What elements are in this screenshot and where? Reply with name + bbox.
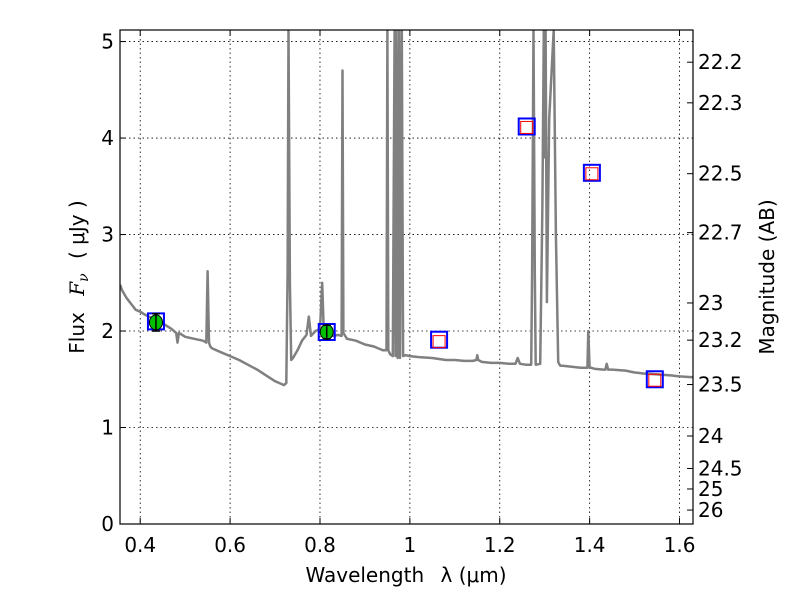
x-tick-labels: 0.4 0.6 0.8 1 1.2 1.4 1.6 <box>124 533 695 557</box>
y2-tick-label: 22.3 <box>698 91 743 115</box>
y2-tick-label: 22.2 <box>698 50 743 74</box>
y2-tick-label: 25 <box>698 477 723 501</box>
ticks <box>120 30 693 525</box>
y2-axis-title: Magnitude (AB) <box>755 199 779 354</box>
photometry-markers <box>146 117 664 389</box>
y2-tick-label: 23.2 <box>698 328 743 352</box>
y2-tick-label: 23.5 <box>698 373 743 397</box>
plot-frame <box>119 29 694 525</box>
y2-tick-label: 24.5 <box>698 456 743 480</box>
x-tick-label: 1.6 <box>664 533 696 557</box>
y2-tick-label: 23 <box>698 291 723 315</box>
x-axis-symbol: λ (μm) <box>441 563 507 587</box>
model-box-marker <box>582 163 601 182</box>
y2-tick-label: 22.5 <box>698 162 743 186</box>
y-tick-labels: 0 1 2 3 4 5 <box>101 30 114 536</box>
model-inner-marker <box>648 373 662 387</box>
y-tick-label: 4 <box>101 126 114 150</box>
model-inner-marker <box>520 120 534 134</box>
x-axis-title: Wavelength λ (μm) <box>305 563 506 587</box>
y2-tick-label: 24 <box>698 424 723 448</box>
y-axis-title: Flux Fν ( μJy ) <box>65 200 93 353</box>
x-tick-label: 0.6 <box>214 533 246 557</box>
x-tick-label: 1.2 <box>484 533 516 557</box>
model-inner-marker <box>432 335 446 349</box>
y-axis-label: Flux <box>65 312 89 354</box>
x-tick-label: 0.8 <box>304 533 336 557</box>
spectrum-line <box>120 30 693 387</box>
y-tick-label: 1 <box>101 416 114 440</box>
y-axis-unit: ( μJy ) <box>65 200 89 259</box>
x-axis-label: Wavelength <box>305 563 424 587</box>
y-tick-label: 3 <box>101 223 114 247</box>
y-axis-symbol: F <box>65 281 89 297</box>
y-axis-subscript: ν <box>76 273 92 282</box>
y2-tick-label: 26 <box>698 498 723 522</box>
model-inner-marker <box>585 167 599 181</box>
model-box-marker <box>645 370 664 389</box>
x-tick-label: 0.4 <box>124 533 156 557</box>
x-tick-label: 1.4 <box>574 533 606 557</box>
grid <box>120 30 693 525</box>
y2-tick-label: 22.7 <box>698 221 743 245</box>
x-tick-label: 1 <box>404 533 417 557</box>
y-tick-label: 0 <box>101 512 114 536</box>
y-tick-label: 2 <box>101 319 114 343</box>
model-box-marker <box>517 117 536 136</box>
y-tick-label: 5 <box>101 30 114 54</box>
